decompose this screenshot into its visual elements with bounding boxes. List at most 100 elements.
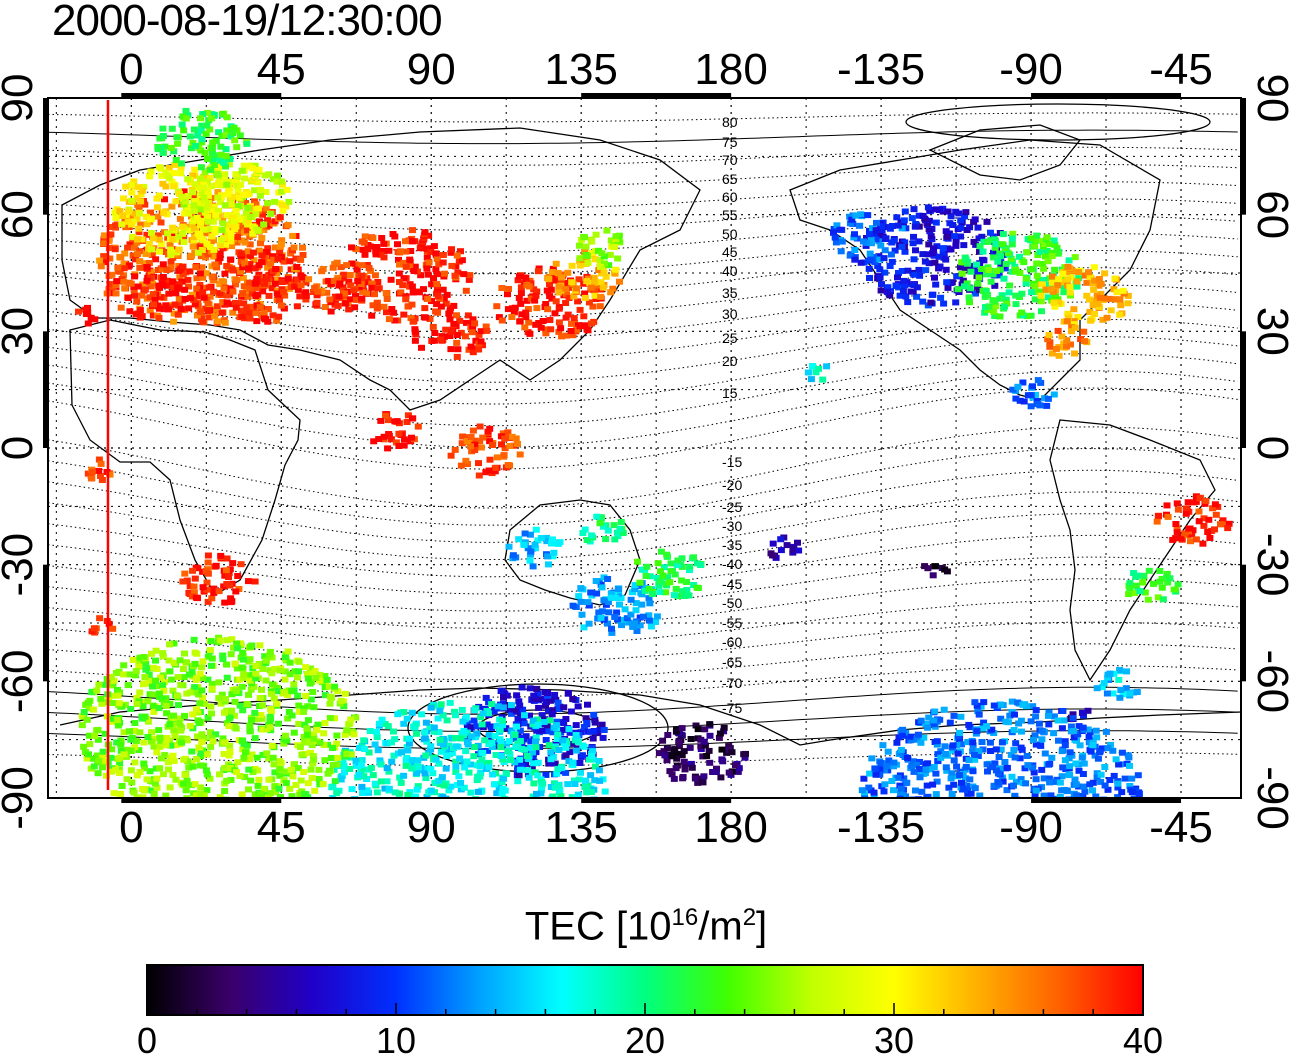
tec-cell (971, 290, 979, 297)
tec-cell (996, 266, 1004, 273)
tec-cell (186, 295, 194, 302)
tec-cell (583, 789, 591, 796)
tec-cell (90, 625, 98, 632)
tec-cell (567, 328, 575, 334)
tec-cell (521, 324, 529, 331)
tec-cell (901, 248, 909, 255)
tec-cell (920, 770, 928, 777)
tec-cell (1209, 505, 1217, 512)
tec-cell (179, 578, 187, 585)
tec-cell (280, 288, 288, 295)
tec-cell (656, 589, 664, 596)
tec-cell (257, 240, 264, 247)
tec-cell (519, 706, 527, 713)
tec-cell (208, 685, 216, 692)
tec-cell (504, 748, 512, 755)
tec-cell (226, 582, 234, 589)
tec-cell (1141, 589, 1149, 596)
tec-cell (149, 235, 157, 242)
colorbar-tick-label: 40 (1123, 1020, 1163, 1057)
tec-cell (203, 787, 211, 794)
tec-cell (313, 299, 321, 306)
tec-cell (130, 178, 138, 185)
tec-cell (302, 692, 310, 699)
tec-cell (1038, 281, 1046, 288)
tec-cell (200, 184, 208, 191)
tec-cell (872, 236, 880, 243)
tec-cell (530, 286, 538, 293)
tec-cell (1211, 501, 1219, 508)
tec-cell (1159, 596, 1167, 603)
tec-cell (371, 291, 378, 298)
tec-cell (235, 230, 243, 237)
south-america-outline (1049, 419, 1216, 682)
tec-cell (279, 181, 286, 188)
tec-cell (1046, 779, 1054, 786)
tec-cell (465, 769, 473, 776)
tec-cell (373, 789, 381, 796)
tec-cell (553, 718, 561, 725)
tec-cell (191, 225, 199, 232)
tec-cell (1031, 296, 1039, 303)
tec-cell (1040, 265, 1048, 272)
tec-cell (984, 768, 991, 775)
tec-cell (175, 246, 183, 253)
tec-cell (988, 726, 996, 733)
tec-cell (531, 545, 539, 552)
tec-cell (96, 257, 104, 264)
tec-cell (202, 270, 210, 277)
tec-cell (974, 708, 982, 715)
tec-cell (983, 723, 991, 730)
tec-cell (346, 766, 354, 772)
tec-cell (141, 260, 149, 267)
tec-cell (194, 733, 201, 740)
tec-cell (872, 771, 880, 778)
tec-cell (232, 304, 240, 311)
tec-cell (566, 729, 574, 736)
tec-cell (167, 246, 175, 253)
tec-cell (1086, 274, 1094, 281)
tec-cell (1042, 253, 1049, 260)
tec-cell (246, 279, 254, 286)
tec-cell (211, 229, 219, 236)
tec-cell (313, 292, 321, 299)
tec-cell (122, 224, 130, 231)
tec-cell (428, 281, 436, 288)
tec-cell (402, 248, 410, 255)
tec-cell (196, 762, 204, 769)
tec-cell (549, 793, 557, 798)
tec-cell (453, 353, 461, 360)
tec-cell (187, 145, 195, 152)
tec-cell (1114, 780, 1122, 787)
tec-cell (318, 287, 326, 294)
tec-cell (193, 275, 201, 282)
tec-cell (204, 218, 212, 225)
tec-cell (232, 212, 240, 219)
mag-lat-label: -65 (722, 654, 742, 670)
tec-cell (1224, 525, 1232, 532)
tec-cell (598, 584, 606, 591)
tec-cell (678, 555, 686, 562)
tec-cell (893, 739, 901, 746)
tec-cell (278, 202, 286, 209)
tec-cell (442, 765, 450, 772)
tec-cell (136, 258, 144, 265)
tec-cell (1070, 728, 1078, 734)
tec-cell (1027, 392, 1035, 399)
tec-cell (1032, 391, 1039, 398)
tec-cell (922, 721, 930, 727)
tec-cell (467, 789, 475, 796)
tec-cell (976, 792, 984, 798)
tec-cell (543, 728, 551, 735)
tec-cell (283, 737, 291, 744)
tec-cell (265, 755, 273, 762)
tec-cell (306, 680, 314, 687)
tec-cell (296, 744, 304, 750)
tec-cell (1027, 312, 1035, 319)
tec-cell (613, 609, 621, 616)
tec-cell (237, 250, 245, 257)
tec-cell (595, 609, 603, 616)
tec-cell (229, 130, 237, 137)
tec-cell (694, 726, 702, 733)
tec-cell (436, 707, 444, 714)
